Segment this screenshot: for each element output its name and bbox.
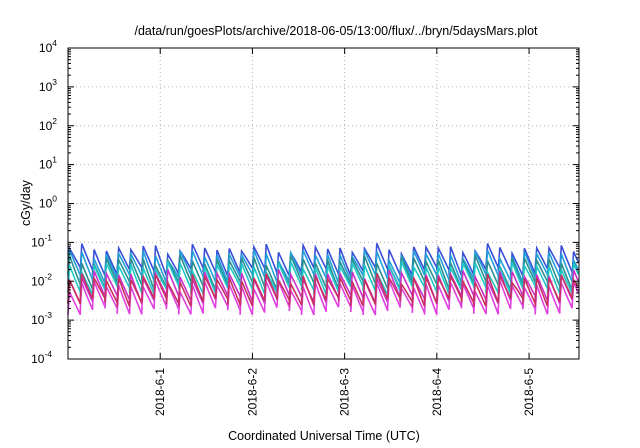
y-axis-label: cGy/day (19, 179, 33, 226)
series-layer (67, 242, 579, 316)
series-line (67, 272, 579, 307)
grid (68, 48, 579, 359)
x-axis-label: Coordinated Universal Time (UTC) (228, 429, 420, 443)
y-tick-label: 10-4 (31, 349, 52, 366)
y-axis: 10-4 10-3 10-2 10-1 100 101 102 103 104 (31, 38, 579, 366)
x-tick-label: 2018-6-3 (338, 368, 352, 416)
y-tick-label: 104 (39, 38, 57, 55)
y-tick-label: 103 (39, 77, 57, 94)
y-tick-label: 10-1 (31, 232, 52, 249)
y-tick-label: 10-3 (31, 310, 52, 327)
y-tick-label: 100 (39, 194, 57, 211)
x-axis: 2018-6-1 2018-6-2 2018-6-3 2018-6-4 2018-6-5 (153, 48, 536, 416)
y-tick-label: 101 (39, 155, 57, 172)
y-tick-label: 10-2 (31, 271, 52, 288)
x-tick-label: 2018-6-5 (522, 368, 536, 416)
x-tick-label: 2018-6-1 (153, 368, 167, 416)
x-tick-label: 2018-6-2 (245, 368, 259, 416)
chart-title: /data/run/goesPlots/archive/2018-06-05/1… (134, 24, 538, 38)
x-tick-label: 2018-6-4 (430, 368, 444, 416)
series-line (67, 280, 579, 316)
y-tick-label: 102 (39, 116, 57, 133)
